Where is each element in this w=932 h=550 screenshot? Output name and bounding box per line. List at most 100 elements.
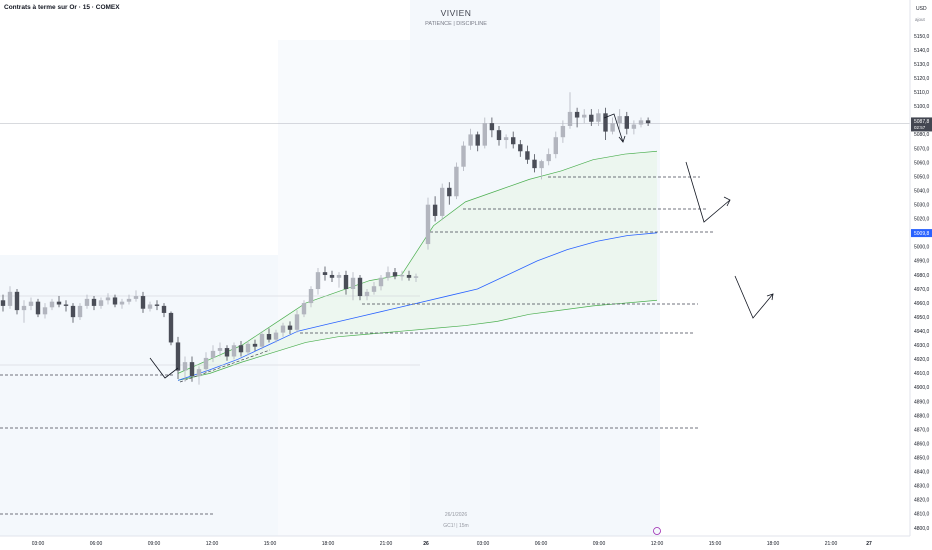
candle-body [301,303,307,315]
candle-body [638,120,644,125]
candle [259,331,265,350]
candle-body [231,345,237,357]
price-tick-label: 5050,0 [914,174,930,180]
price-tick-label: 4850,0 [914,456,930,462]
candle-body [196,369,202,377]
candle [49,298,55,311]
session-bg-1 [0,255,278,536]
candle [7,286,13,309]
candle-body [357,277,363,297]
candle-body [84,298,90,306]
candle-body [582,114,587,118]
candle [482,117,487,149]
event-marker-icon[interactable] [653,527,661,535]
price-tick-label: 5070,0 [914,146,930,152]
candle [133,290,139,302]
candle-body [294,314,300,330]
candle [357,274,363,301]
candle [70,303,76,323]
price-tick-label: 4890,0 [914,399,930,405]
candle [161,303,167,318]
candle [28,297,34,311]
horizontal-levels [0,123,910,515]
candle [385,266,391,281]
candle [168,311,174,346]
price-tick-label: 4940,0 [914,329,930,335]
candle-body [119,301,125,305]
candle-body [273,332,279,340]
price-tick-label: 4800,0 [914,526,930,532]
candle-body [440,187,445,216]
candle [454,162,459,200]
time-tick-label: 12:00 [206,541,219,547]
candle [610,117,615,135]
candle-body [98,300,104,306]
symbol-title[interactable]: Contrats à terme sur Or · 15 · COMEX [4,4,120,11]
candle-body [525,151,530,160]
candle-body [567,111,573,126]
candle-body [482,123,487,146]
candle-body [560,125,566,138]
candle-body [182,362,188,371]
candle [461,141,466,171]
price-tick-label: 5140,0 [914,48,930,54]
candle-body [322,272,328,275]
candle [175,336,181,379]
candle [42,303,48,319]
candle [539,159,544,180]
candle [224,345,230,361]
watermark-symbol: GC1! | 15m [443,523,469,529]
candle-body [112,297,118,305]
candle-body [224,348,230,357]
candle [329,270,335,282]
candle [0,294,6,312]
candle-body [21,305,27,311]
candle [315,267,321,295]
candle [63,300,69,312]
candle-body [603,113,608,132]
candle-body [432,204,438,216]
price-tick-label: 4820,0 [914,498,930,504]
arrow-head-1 [723,196,731,207]
currency-label[interactable]: USD [916,6,927,12]
drawings [149,113,774,379]
candle-body [574,111,580,118]
time-tick-label: 18:00 [322,541,335,547]
candle-body [245,343,251,353]
candle-body [496,130,502,141]
candle [112,294,118,308]
candle-body [624,116,629,129]
candle-body [596,113,601,122]
candle-body [77,305,83,318]
candle-body [343,274,349,290]
indicator-subtitle: PATIENCE | DISCIPLINE [425,21,487,27]
candle [475,131,480,152]
candle [582,109,587,124]
candle-body [503,137,509,141]
candle [560,120,566,143]
price-labels: 5087,802:57 5009,8 [911,117,932,238]
candle-body [392,272,398,277]
candle [266,328,272,343]
candle [56,296,62,308]
price-axis[interactable]: 5150,05140,05130,05120,05110,05100,05090… [914,34,930,532]
candle-body [147,304,153,309]
candle-body [140,296,146,309]
candle-body [252,343,258,347]
candle [252,339,258,351]
candle [105,293,111,305]
time-axis[interactable]: 03:00 06:00 09:00 12:00 15:00 18:00 21:00 26 03:… [32,541,872,547]
current-price-label: 5087,8 [914,119,930,125]
candle-body [126,298,132,302]
candle-body [336,274,342,278]
candle-body [14,291,20,311]
candle-body [308,289,314,304]
time-tick-label: 18:00 [767,541,780,547]
price-tick-label: 4970,0 [914,287,930,293]
candle-body [280,325,286,333]
time-tick-label: 15:00 [709,541,722,547]
candle-body [371,286,377,292]
arrow-head-2 [766,293,774,301]
price-tick-label: 4960,0 [914,301,930,307]
